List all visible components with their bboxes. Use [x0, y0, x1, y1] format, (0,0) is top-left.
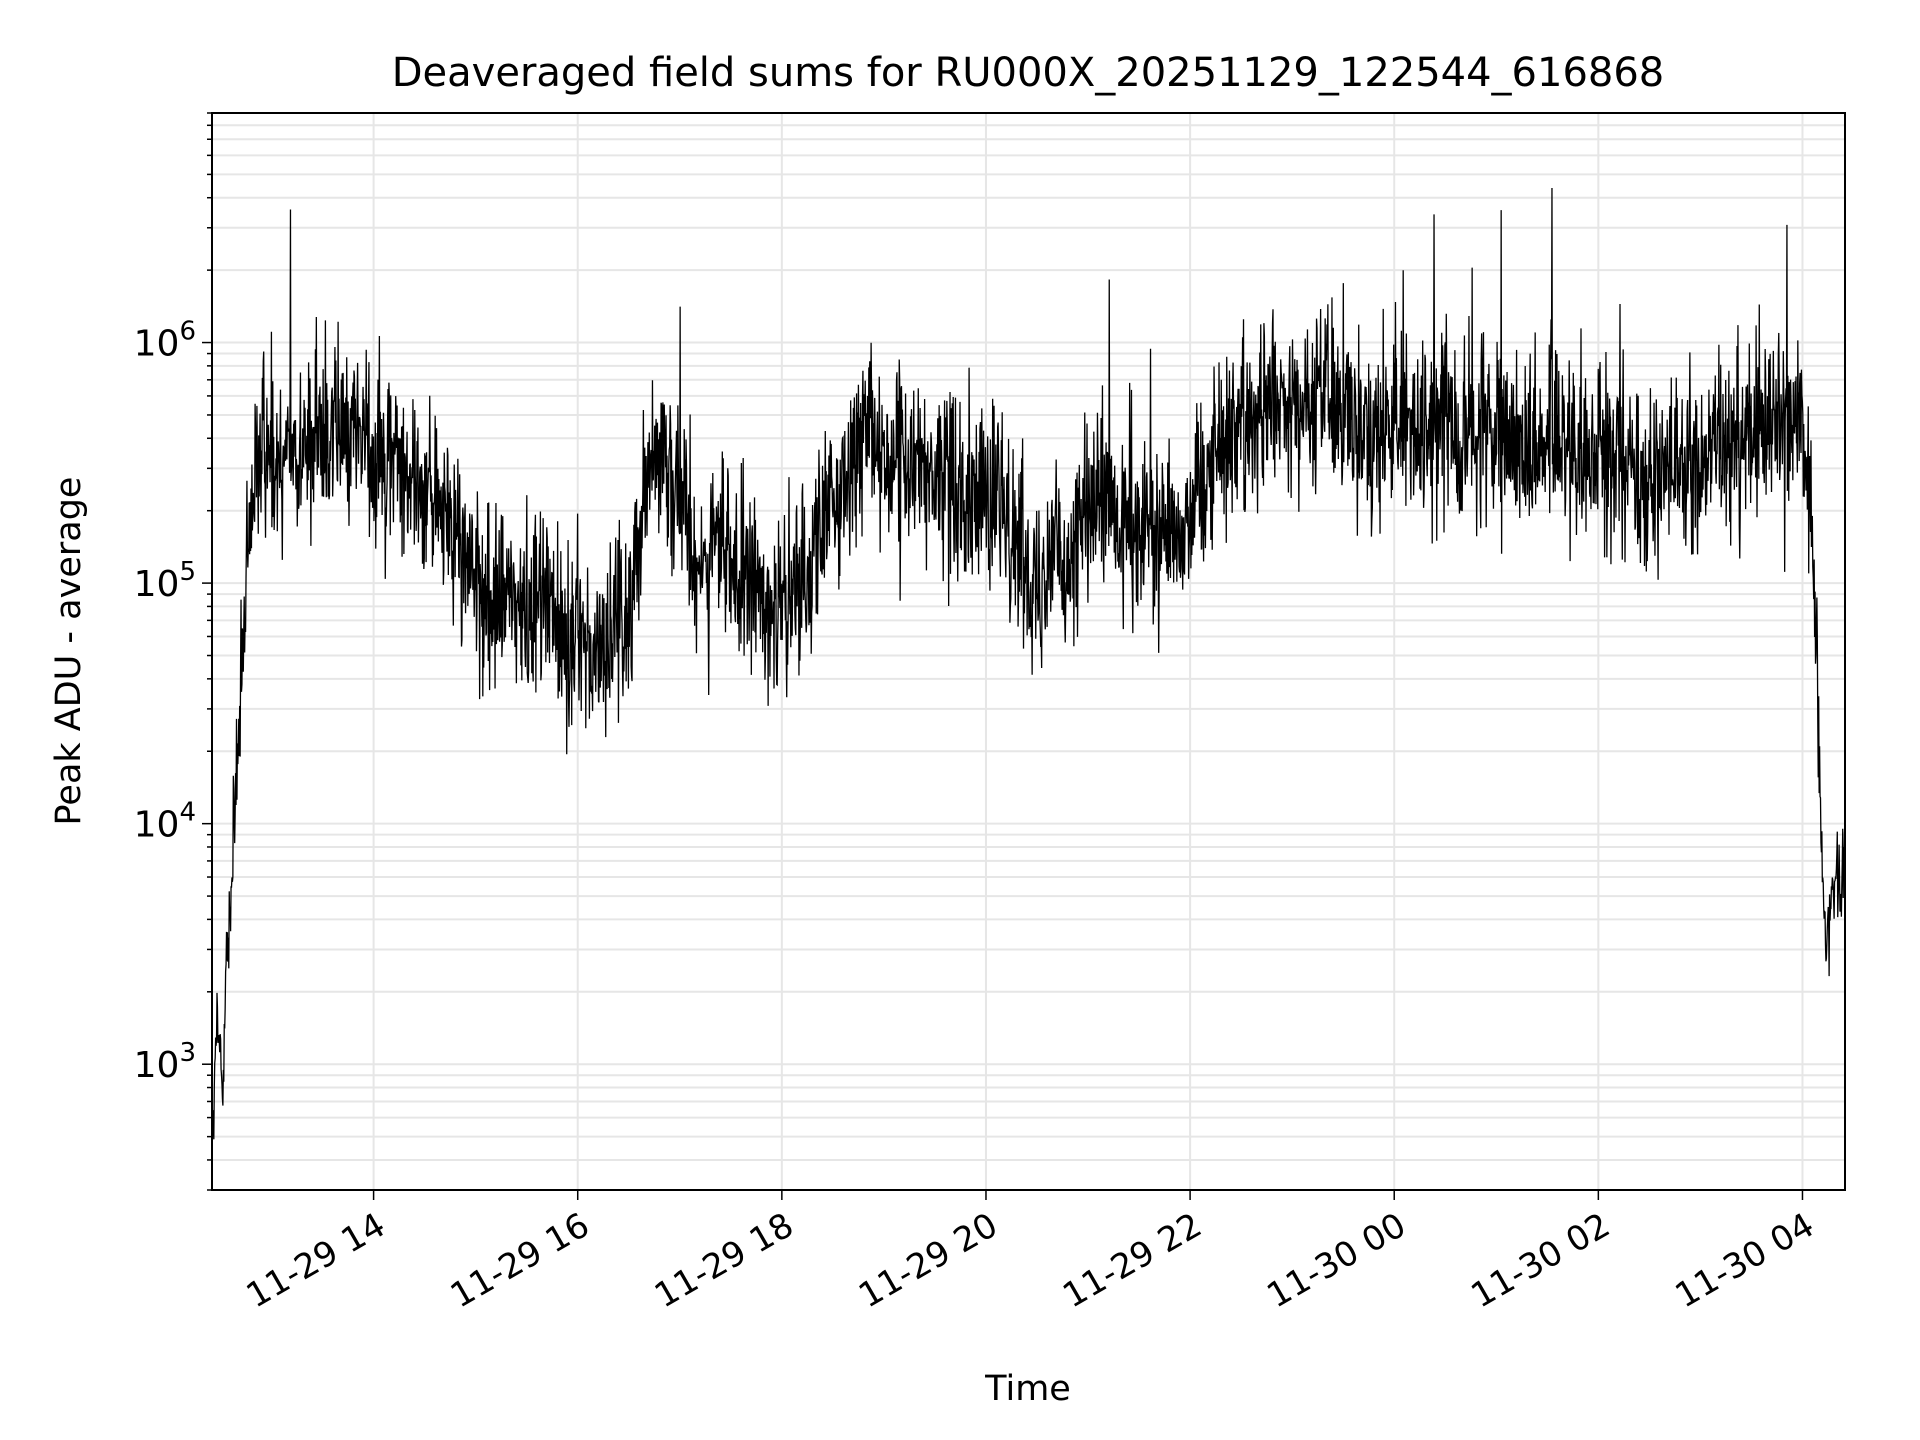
y-tick-label: 106 — [134, 317, 196, 365]
chart-title: Deaveraged field sums for RU000X_2025112… — [392, 50, 1665, 96]
y-tick-label: 103 — [134, 1038, 196, 1086]
y-axis-label: Peak ADU - average — [49, 477, 89, 826]
plot-frame — [211, 112, 1846, 1191]
data-series-line — [211, 188, 1846, 1182]
x-axis-label: Time — [984, 1369, 1071, 1409]
grid-lines — [212, 112, 1845, 1191]
y-tick-label: 104 — [134, 798, 196, 846]
y-tick-label: 105 — [134, 557, 196, 605]
y-axis: 103 104 105 106 — [134, 112, 212, 1191]
